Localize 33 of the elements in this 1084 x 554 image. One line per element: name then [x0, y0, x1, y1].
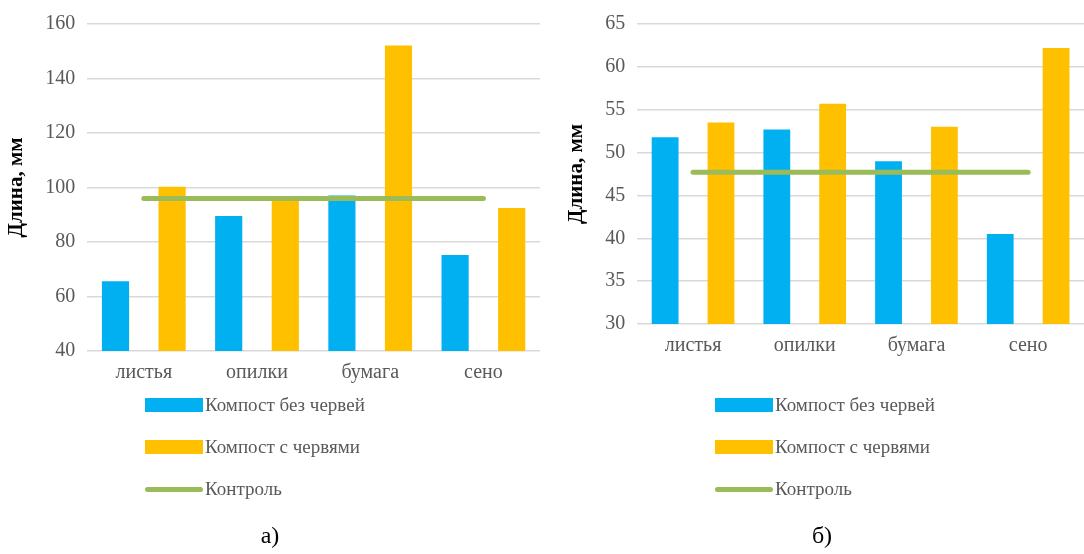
x-tick-label: листья [664, 333, 722, 356]
legend-label: Компост с червями [205, 436, 360, 458]
y-tick-label: 30 [605, 311, 626, 334]
x-tick-label: опилки [226, 360, 289, 383]
x-tick-label: бумага [341, 360, 400, 384]
y-tick-label: 100 [45, 174, 76, 197]
y-tick-label: 50 [605, 139, 626, 162]
x-tick-label: бумага [887, 333, 946, 357]
y-tick-label: 45 [605, 182, 626, 205]
y-tick-label: 60 [55, 283, 76, 306]
y-tick-label: 120 [45, 120, 76, 143]
y-tick-label: 55 [605, 96, 626, 119]
legend-label: Компост без червей [205, 394, 365, 416]
y-axis-title: Длина, мм [563, 123, 588, 225]
y-tick-label: 40 [605, 225, 626, 248]
text: а) [259, 522, 281, 549]
x-tick-label: сено [464, 360, 503, 383]
y-tick-label: 140 [45, 65, 76, 88]
y-tick-label: 40 [55, 338, 76, 361]
x-tick-label: опилки [773, 333, 836, 356]
legend-label: Компост без червей [775, 394, 935, 416]
x-tick-label: сено [1008, 333, 1048, 356]
y-tick-label: 160 [45, 11, 76, 34]
legend-label: Компост с червями [775, 436, 930, 458]
y-tick-label: 60 [605, 54, 626, 77]
y-axis-title: Длина, мм [3, 137, 28, 238]
legend-label: Контроль [775, 478, 852, 500]
y-tick-label: 80 [55, 229, 76, 252]
y-tick-label: 65 [605, 11, 626, 34]
legend-label: Контроль [205, 478, 282, 500]
text: б) [810, 522, 834, 549]
y-tick-label: 35 [605, 268, 626, 291]
x-tick-label: листья [115, 360, 173, 383]
